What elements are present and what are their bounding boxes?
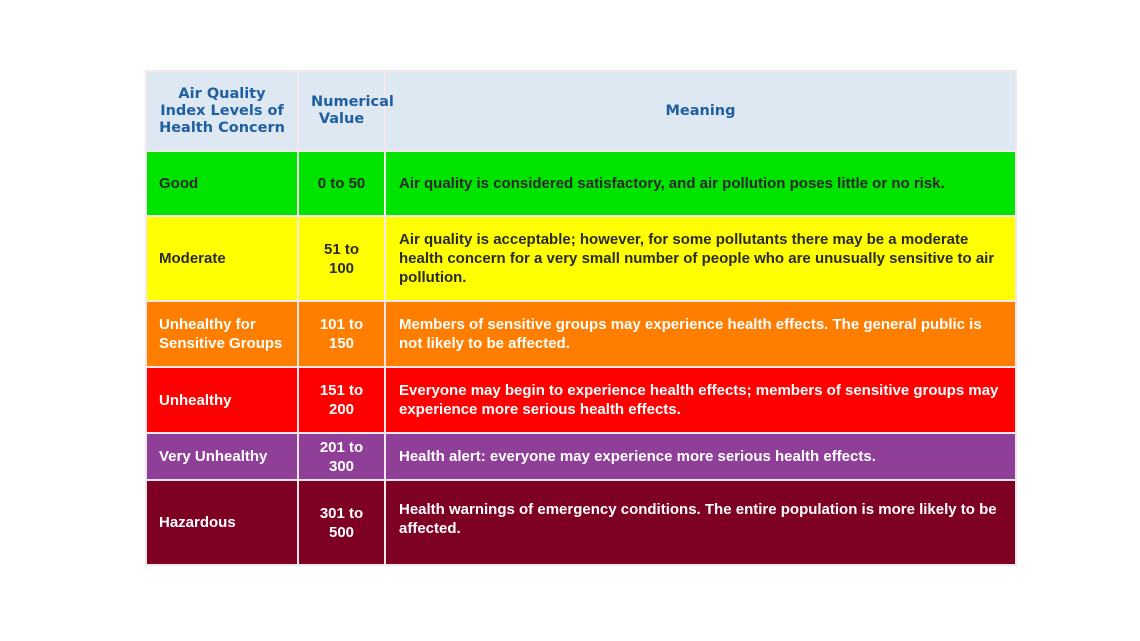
- level-cell: Unhealthy: [145, 366, 299, 434]
- meaning-cell: Members of sensitive groups may experien…: [384, 300, 1017, 368]
- level-cell: Very Unhealthy: [145, 432, 299, 481]
- header-meaning: Meaning: [384, 70, 1017, 152]
- value-cell: 51 to 100: [297, 215, 386, 302]
- level-cell: Hazardous: [145, 479, 299, 566]
- value-cell: 0 to 50: [297, 150, 386, 217]
- table-row-moderate: Moderate 51 to 100 Air quality is accept…: [145, 215, 1017, 302]
- level-cell: Moderate: [145, 215, 299, 302]
- header-level: Air Quality Index Levels of Health Conce…: [145, 70, 299, 152]
- aqi-levels-table: Air Quality Index Levels of Health Conce…: [145, 70, 1017, 566]
- meaning-cell: Air quality is acceptable; however, for …: [384, 215, 1017, 302]
- meaning-cell: Health alert: everyone may experience mo…: [384, 432, 1017, 481]
- table-row-unhealthy-sensitive-groups: Unhealthy for Sensitive Groups 101 to 15…: [145, 300, 1017, 368]
- table-row-hazardous: Hazardous 301 to 500 Health warnings of …: [145, 479, 1017, 566]
- meaning-cell: Everyone may begin to experience health …: [384, 366, 1017, 434]
- table-row-good: Good 0 to 50 Air quality is considered s…: [145, 150, 1017, 217]
- table-row-very-unhealthy: Very Unhealthy 201 to 300 Health alert: …: [145, 432, 1017, 481]
- level-cell: Good: [145, 150, 299, 217]
- meaning-cell: Air quality is considered satisfactory, …: [384, 150, 1017, 217]
- table-header-row: Air Quality Index Levels of Health Conce…: [145, 70, 1017, 152]
- header-numerical-value: Numerical Value: [297, 70, 394, 152]
- level-cell: Unhealthy for Sensitive Groups: [145, 300, 299, 368]
- meaning-text: Health warnings of emergency conditions.…: [399, 500, 997, 537]
- value-cell: 101 to 150: [297, 300, 386, 368]
- meaning-cell: Health warnings of emergency conditions.…: [384, 479, 1017, 566]
- value-cell: 151 to 200: [297, 366, 386, 434]
- value-cell: 201 to 300: [297, 432, 386, 481]
- value-cell: 301 to 500: [297, 479, 386, 566]
- table-row-unhealthy: Unhealthy 151 to 200 Everyone may begin …: [145, 366, 1017, 434]
